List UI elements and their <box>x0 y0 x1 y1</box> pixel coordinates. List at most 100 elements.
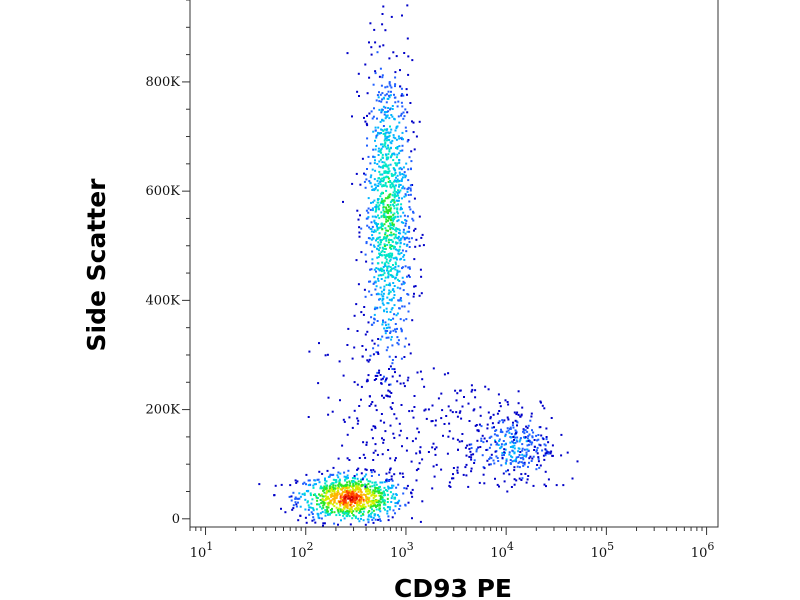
event-dot <box>487 411 490 414</box>
event-dot <box>369 176 372 179</box>
event-dot <box>479 406 482 409</box>
event-dot <box>337 489 339 492</box>
event-dot <box>339 472 342 475</box>
event-dot <box>369 506 372 509</box>
event-dot <box>403 195 406 198</box>
event-dot <box>388 81 391 84</box>
event-dot <box>352 504 355 507</box>
event-dot <box>372 282 375 285</box>
event-dot <box>346 483 349 486</box>
event-dot <box>525 455 528 458</box>
event-dot <box>375 483 378 486</box>
event-dot <box>403 254 406 257</box>
event-dot <box>398 374 401 377</box>
event-dot <box>387 336 390 339</box>
event-dot <box>389 209 392 212</box>
event-dot <box>376 201 379 204</box>
event-dot <box>360 517 362 520</box>
event-dot <box>529 440 532 443</box>
event-dot <box>357 72 360 75</box>
event-dot <box>331 487 333 490</box>
event-dot <box>392 51 395 54</box>
event-dot <box>395 227 398 230</box>
event-dot <box>381 481 384 484</box>
event-dot <box>515 439 518 442</box>
event-dot <box>403 214 406 217</box>
event-dot <box>305 473 308 476</box>
event-dot <box>379 158 382 161</box>
event-dot <box>478 481 481 484</box>
event-dot <box>352 514 355 516</box>
event-dot <box>374 404 377 407</box>
y-tick-label: 400K <box>145 293 180 308</box>
event-dot <box>385 236 388 239</box>
event-dot <box>324 509 327 512</box>
event-dot <box>404 265 407 268</box>
event-dot <box>320 507 323 510</box>
event-dot <box>316 478 319 481</box>
event-dot <box>488 458 491 460</box>
event-dot <box>363 180 366 183</box>
event-dot <box>412 211 415 214</box>
event-dot <box>382 491 385 494</box>
event-dot <box>303 481 306 484</box>
event-dot <box>295 505 298 508</box>
event-dot <box>351 357 354 360</box>
event-dot <box>400 404 403 406</box>
event-dot <box>382 105 385 108</box>
event-dot <box>441 409 444 412</box>
event-dot <box>380 100 383 103</box>
event-dot <box>521 453 524 456</box>
event-dot <box>397 500 400 503</box>
event-dot <box>359 183 362 186</box>
event-dot <box>289 484 292 487</box>
event-dot <box>388 82 391 85</box>
event-dot <box>392 203 394 206</box>
event-dot <box>360 227 363 230</box>
event-dot <box>532 455 535 458</box>
event-dot <box>370 428 373 431</box>
event-dot <box>465 474 468 477</box>
event-dot <box>333 489 336 492</box>
event-dot <box>400 101 403 104</box>
event-dots <box>258 4 579 527</box>
event-dot <box>379 67 382 70</box>
event-dot <box>509 446 512 448</box>
event-dot <box>474 396 477 399</box>
event-dot <box>391 368 394 370</box>
event-dot <box>346 515 348 518</box>
event-dot <box>322 489 325 492</box>
event-dot <box>380 254 383 256</box>
event-dot <box>398 171 401 174</box>
event-dot <box>375 136 378 139</box>
event-dot <box>390 146 392 149</box>
event-dot <box>375 506 377 508</box>
event-dot <box>522 464 525 467</box>
event-dot <box>407 501 410 504</box>
event-dot <box>336 493 338 495</box>
event-dot <box>397 235 400 238</box>
event-dot <box>330 483 333 486</box>
event-dot <box>406 293 409 295</box>
event-dot <box>379 496 382 499</box>
event-dot <box>408 410 411 413</box>
event-dot <box>379 195 382 198</box>
event-dot <box>371 225 374 228</box>
event-dot <box>384 231 387 234</box>
event-dot <box>377 147 380 150</box>
event-dot <box>331 474 334 476</box>
event-dot <box>380 215 383 218</box>
event-dot <box>325 505 328 508</box>
event-dot <box>375 145 378 148</box>
event-dot <box>401 276 404 279</box>
event-dot <box>348 416 351 419</box>
event-dot <box>507 418 510 421</box>
event-dot <box>391 516 394 519</box>
event-dot <box>395 164 398 167</box>
event-dot <box>382 206 385 209</box>
event-dot <box>431 404 434 407</box>
event-dot <box>384 176 387 179</box>
event-dot <box>401 173 404 175</box>
event-dot <box>374 494 377 497</box>
event-dot <box>382 119 385 122</box>
